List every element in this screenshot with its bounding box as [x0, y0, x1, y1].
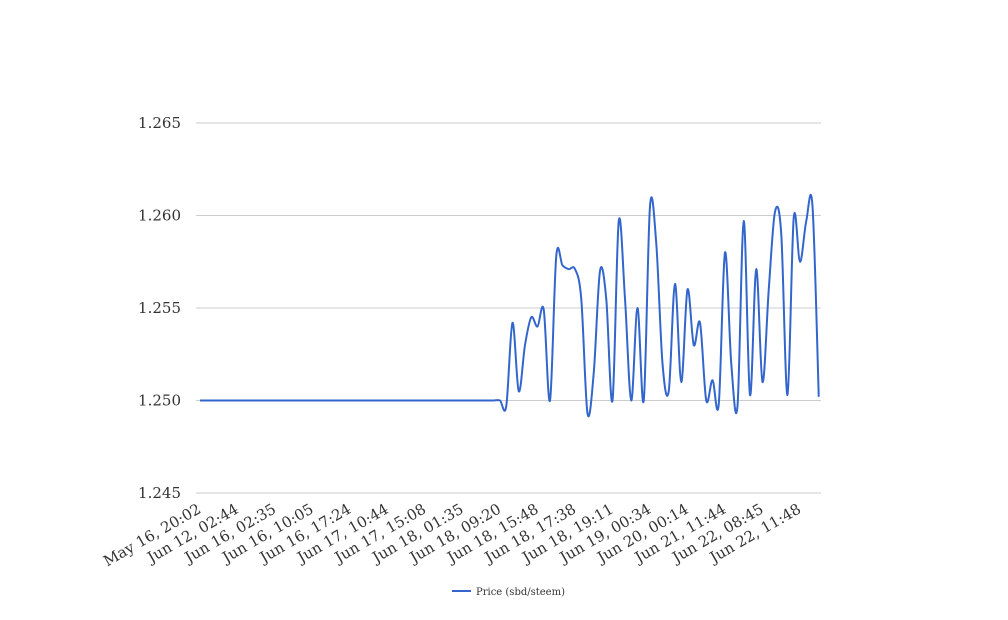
legend-label: Price (sbd/steem) [476, 587, 565, 598]
y-tick-label: 1.265 [138, 114, 181, 132]
y-tick-label: 1.255 [138, 299, 181, 317]
y-tick-label: 1.245 [138, 484, 181, 502]
y-tick-label: 1.260 [138, 207, 181, 225]
y-tick-label: 1.250 [138, 392, 181, 410]
line [199, 194, 820, 418]
